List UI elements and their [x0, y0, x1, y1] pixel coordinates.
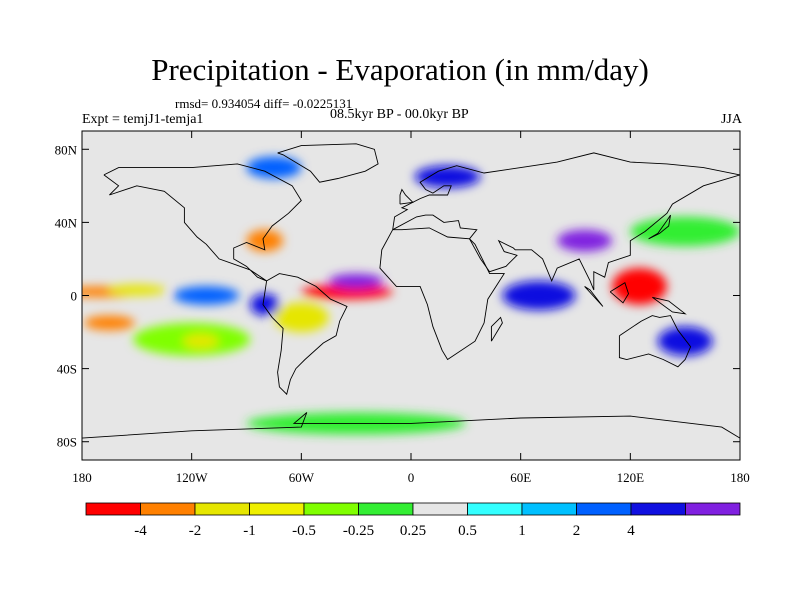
axis-ticks: 180 120W 60W 0 60E 120E 180 80N 40N 0 40S 80S [55, 131, 750, 485]
field-region-16 [630, 216, 740, 247]
coastline-8 [584, 286, 604, 307]
colorbar-box-2 [194, 502, 250, 516]
colorbar-label: 0.25 [400, 523, 426, 539]
lat-tick-label: 80N [55, 142, 78, 157]
coastline-3 [392, 152, 740, 291]
colorbar-box-4 [303, 502, 359, 516]
lon-tick-label: 60W [289, 470, 315, 485]
colorbar-box-7 [467, 502, 523, 516]
coastline-0 [103, 163, 302, 282]
field-region-15 [657, 326, 713, 356]
lon-tick-label: 0 [408, 470, 415, 485]
colorbar-label: 0.5 [458, 523, 477, 539]
lat-tick-label: 40S [57, 362, 77, 377]
field-region-17 [414, 165, 481, 188]
lon-tick-label: 60E [510, 470, 531, 485]
colorbar-box-5 [358, 502, 414, 516]
lon-tick-label: 180 [72, 470, 92, 485]
colorbar-box-3 [249, 502, 305, 516]
page-title: Precipitation - Evaporation (in mm/day) [151, 52, 649, 87]
coastline-9 [609, 282, 629, 304]
field-region-1 [107, 284, 167, 296]
field-region-4 [83, 315, 136, 331]
colorbar-box-9 [576, 502, 632, 516]
colorbar-box-10 [630, 502, 686, 516]
colorbar: -4 -2 -1 -0.5 -0.25 0.25 0.5 1 2 4 [85, 502, 741, 539]
lat-tick-label: 0 [71, 289, 78, 304]
coastline-2 [379, 227, 506, 361]
field-region-5 [173, 286, 240, 305]
coastline-layer [82, 143, 740, 439]
field-region-11 [246, 156, 302, 179]
field-region-13 [557, 229, 613, 252]
colorbar-label: -4 [134, 523, 147, 539]
coastline-4 [618, 315, 692, 368]
period-label: 08.5kyr BP - 00.0kyr BP [330, 107, 469, 122]
colorbar-label: -1 [243, 523, 256, 539]
coastline-10 [652, 296, 687, 315]
field-region-3 [182, 333, 220, 349]
coastline-7 [648, 214, 671, 240]
colorbar-box-6 [412, 502, 468, 516]
experiment-label: Expt = temjJ1-temja1 [82, 112, 204, 127]
field-region-6 [250, 293, 280, 316]
colorbar-label: 2 [573, 523, 581, 539]
lon-tick-label: 120W [176, 470, 209, 485]
colorbar-label: -0.5 [292, 523, 316, 539]
field-region-8 [328, 273, 384, 289]
colorbar-box-8 [521, 502, 577, 516]
colorbar-label: -2 [189, 523, 202, 539]
coastline-12 [82, 412, 740, 439]
field-region-14 [612, 268, 667, 305]
lon-tick-label: 120E [617, 470, 645, 485]
colorbar-label: -0.25 [343, 523, 374, 539]
colorbar-box-0 [85, 502, 141, 516]
lon-tick-label: 180 [730, 470, 750, 485]
field-region-12 [502, 280, 576, 311]
field-layer [82, 156, 740, 435]
lat-tick-label: 40N [55, 215, 78, 230]
season-label: JJA [720, 112, 742, 127]
coastline-6 [399, 188, 414, 205]
coastline-5 [277, 143, 379, 183]
field-region-9 [273, 302, 329, 333]
colorbar-label: 1 [518, 523, 526, 539]
lat-tick-label: 80S [57, 435, 77, 450]
field-region-7 [301, 284, 393, 300]
stats-label: rmsd= 0.934054 diff= -0.0225131 [175, 96, 353, 111]
coastline-1 [262, 273, 348, 396]
coastline-11 [490, 316, 503, 342]
colorbar-label: 4 [627, 523, 635, 539]
colorbar-box-11 [685, 502, 741, 516]
colorbar-box-1 [140, 502, 196, 516]
